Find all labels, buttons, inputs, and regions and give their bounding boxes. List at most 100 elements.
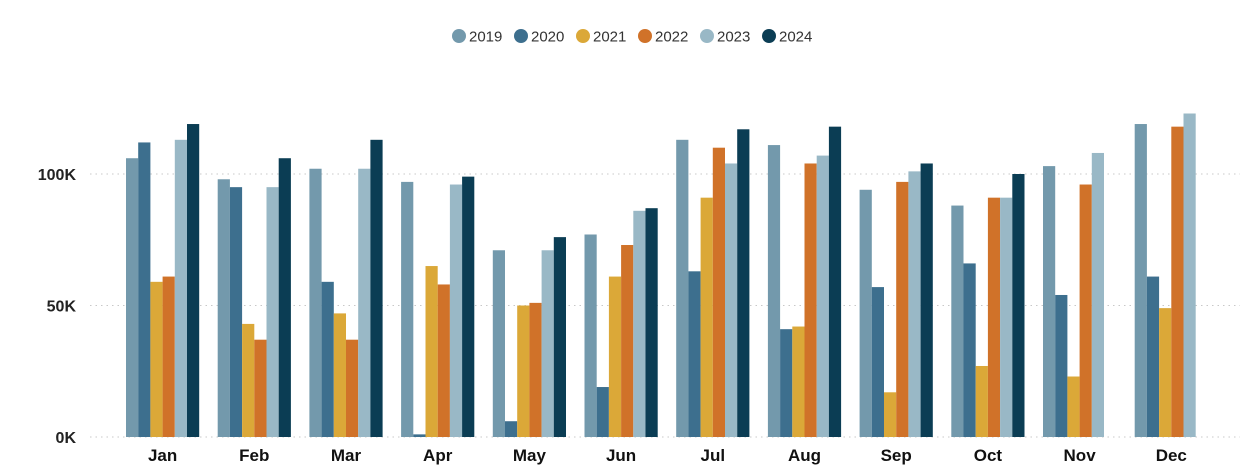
bar-2020-feb[interactable]	[229, 187, 243, 437]
bar-2021-feb[interactable]	[242, 323, 255, 437]
bar-2020-oct[interactable]	[963, 263, 976, 437]
bar-group-feb	[217, 158, 291, 437]
bar-2021-sep[interactable]	[884, 392, 897, 437]
bar-group-apr	[401, 176, 475, 437]
bar-2020-apr[interactable]	[413, 434, 426, 437]
bar-2024-may[interactable]	[553, 237, 566, 437]
bar-2020-jul[interactable]	[688, 271, 701, 437]
legend-item-2023[interactable]: 2023	[700, 29, 750, 46]
x-tick-label: Jan	[148, 446, 177, 465]
bar-2022-dec[interactable]	[1171, 126, 1184, 437]
legend-marker	[762, 29, 776, 43]
bar-group-oct	[951, 174, 1025, 437]
bar-2023-sep[interactable]	[908, 171, 921, 437]
bar-2021-aug[interactable]	[792, 326, 805, 437]
bar-2021-jan[interactable]	[150, 281, 163, 437]
bar-2024-jun[interactable]	[645, 208, 658, 437]
chart-bars	[126, 113, 1196, 438]
bar-group-aug	[767, 126, 842, 438]
bar-2022-oct[interactable]	[987, 197, 1001, 437]
bar-2020-aug[interactable]	[780, 329, 793, 437]
bar-2024-sep[interactable]	[920, 163, 933, 438]
legend-label: 2023	[717, 29, 750, 46]
bar-2023-oct[interactable]	[1000, 197, 1013, 437]
bar-2023-jun[interactable]	[633, 210, 646, 437]
bar-2021-apr[interactable]	[425, 266, 438, 437]
bar-group-may	[492, 237, 566, 438]
x-tick-label: Mar	[331, 446, 362, 465]
legend-item-2021[interactable]: 2021	[576, 29, 626, 46]
bar-2019-nov[interactable]	[1043, 166, 1056, 438]
bar-2019-jun[interactable]	[584, 234, 597, 437]
bar-2019-jul[interactable]	[676, 139, 689, 437]
bar-2024-oct[interactable]	[1012, 174, 1025, 437]
bar-2024-jan[interactable]	[187, 124, 200, 437]
bar-2021-jul[interactable]	[700, 197, 713, 437]
legend-item-2019[interactable]: 2019	[452, 29, 502, 46]
bar-2021-dec[interactable]	[1159, 308, 1172, 437]
bar-2024-mar[interactable]	[370, 139, 383, 437]
bar-2020-sep[interactable]	[871, 287, 884, 437]
bar-2022-feb[interactable]	[254, 339, 267, 437]
bar-2021-jun[interactable]	[608, 276, 622, 437]
bar-2020-nov[interactable]	[1055, 294, 1068, 437]
legend-label: 2021	[593, 29, 626, 46]
bar-2023-mar[interactable]	[358, 168, 371, 438]
bar-2021-nov[interactable]	[1067, 376, 1080, 437]
bar-2022-aug[interactable]	[804, 163, 817, 438]
bar-2023-jan[interactable]	[174, 139, 187, 437]
legend-item-2022[interactable]: 2022	[638, 29, 688, 46]
bar-2022-nov[interactable]	[1079, 184, 1092, 437]
bar-2021-mar[interactable]	[333, 313, 346, 437]
legend-marker	[638, 29, 652, 43]
x-axis: Jan Feb Mar Apr May Jun Jul Aug Sep Oct Nov Dec	[148, 446, 1187, 465]
x-tick-label: Jul	[701, 446, 726, 465]
bar-group-nov	[1043, 152, 1104, 438]
y-tick-label: 0K	[56, 430, 77, 447]
y-tick-label: 50K	[47, 299, 77, 316]
bar-2022-may[interactable]	[529, 302, 542, 437]
chart-legend[interactable]: 2019 2020 2021 2022 2023 2024	[452, 29, 812, 46]
bar-2019-dec[interactable]	[1134, 124, 1147, 437]
bar-2023-jul[interactable]	[725, 163, 738, 438]
bar-2021-may[interactable]	[517, 305, 530, 438]
bar-2022-mar[interactable]	[346, 339, 359, 437]
bar-2019-may[interactable]	[492, 250, 505, 437]
x-tick-label: Apr	[423, 446, 453, 465]
bar-2024-apr[interactable]	[462, 176, 475, 437]
bar-2022-apr[interactable]	[437, 284, 450, 437]
bar-2024-aug[interactable]	[828, 126, 842, 437]
bar-group-mar	[309, 139, 383, 438]
bar-2020-may[interactable]	[505, 421, 518, 437]
bar-2021-oct[interactable]	[975, 365, 988, 437]
bar-group-jan	[126, 124, 200, 437]
bar-2020-mar[interactable]	[321, 281, 334, 437]
bar-2019-oct[interactable]	[951, 205, 964, 437]
x-tick-label: Dec	[1156, 446, 1187, 465]
bar-2023-dec[interactable]	[1183, 113, 1196, 437]
bar-2020-jan[interactable]	[138, 142, 151, 437]
bar-2023-nov[interactable]	[1091, 152, 1104, 437]
bar-2022-jan[interactable]	[162, 276, 175, 437]
bar-2022-jun[interactable]	[621, 245, 634, 437]
bar-2019-jan[interactable]	[126, 158, 139, 437]
bar-2020-jun[interactable]	[596, 387, 609, 437]
bar-2023-apr[interactable]	[449, 184, 463, 437]
bar-2023-aug[interactable]	[816, 155, 829, 437]
legend-item-2024[interactable]: 2024	[762, 29, 812, 46]
bar-2019-apr[interactable]	[401, 181, 414, 437]
bar-2019-mar[interactable]	[309, 168, 322, 438]
bar-2023-feb[interactable]	[266, 187, 279, 437]
bar-2019-sep[interactable]	[859, 189, 872, 437]
legend-item-2020[interactable]: 2020	[514, 29, 564, 46]
bar-2023-may[interactable]	[541, 250, 554, 437]
bar-2019-aug[interactable]	[767, 145, 781, 437]
bar-2024-feb[interactable]	[278, 158, 291, 437]
bar-2022-sep[interactable]	[896, 181, 909, 437]
x-tick-label: Feb	[239, 446, 269, 465]
bar-2024-jul[interactable]	[737, 129, 750, 438]
bar-2019-feb[interactable]	[217, 179, 230, 437]
bar-2022-jul[interactable]	[712, 147, 725, 437]
bar-2020-dec[interactable]	[1146, 276, 1160, 437]
